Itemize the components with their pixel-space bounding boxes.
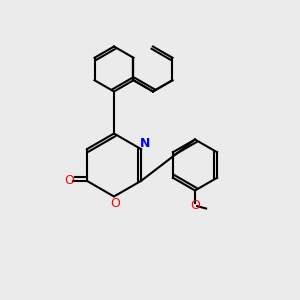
Text: O: O <box>190 199 200 212</box>
Text: O: O <box>64 174 74 187</box>
Text: N: N <box>140 137 150 150</box>
Text: O: O <box>111 196 120 210</box>
